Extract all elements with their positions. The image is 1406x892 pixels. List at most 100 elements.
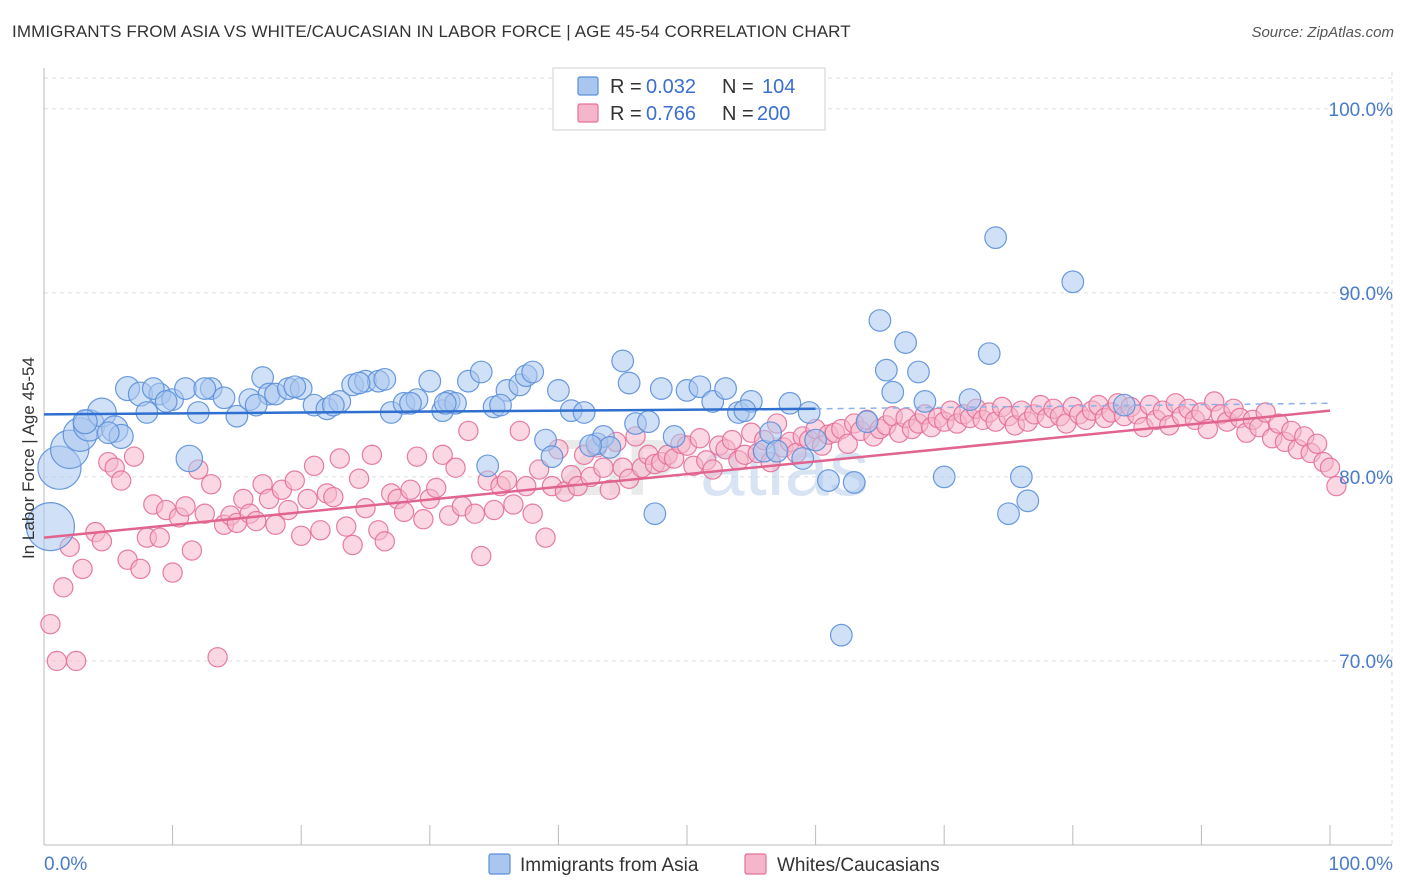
x-tick-labels: 0.0% 100.0%: [44, 854, 1393, 875]
data-point-white: [483, 499, 505, 521]
legend-swatch-asia: [577, 76, 599, 96]
data-point-white: [149, 527, 170, 548]
data-point-asia: [791, 447, 815, 470]
data-point-white: [445, 457, 466, 478]
data-point-white: [432, 444, 453, 466]
data-point-white: [194, 503, 215, 524]
series-immigrants-from-asia: [25, 226, 1136, 647]
data-point-white: [336, 516, 357, 537]
data-point-white: [278, 499, 299, 521]
data-point-white: [689, 428, 711, 449]
data-point-asia: [25, 501, 76, 552]
data-point-asia: [96, 421, 120, 445]
data-point-asia: [765, 439, 789, 463]
data-point-white: [53, 577, 74, 598]
data-point-asia: [894, 331, 918, 354]
data-point-white: [323, 486, 344, 508]
data-point-asia: [984, 226, 1008, 250]
data-point-white: [207, 647, 228, 668]
data-point-white: [496, 470, 518, 491]
y-tick-labels: 100.0% 90.0% 80.0% 70.0%: [1329, 100, 1394, 673]
legend-swatch-white: [577, 103, 599, 123]
data-point-white: [361, 444, 383, 466]
data-point-asia: [643, 502, 667, 526]
legend-n-label: N =: [722, 103, 754, 125]
data-point-asia: [212, 386, 236, 410]
data-point-asia: [1016, 489, 1040, 513]
data-point-asia: [842, 471, 866, 494]
data-point-asia: [804, 428, 827, 452]
data-point-asia: [932, 465, 956, 489]
data-point-white: [535, 527, 556, 548]
data-point-asia: [154, 390, 178, 413]
data-point-white: [46, 650, 68, 672]
data-point-white: [342, 534, 363, 556]
data-point-asia: [958, 388, 982, 412]
data-point-asia: [874, 358, 898, 382]
data-point-asia: [572, 401, 596, 424]
chart-title: IMMIGRANTS FROM ASIA VS WHITE/CAUCASIAN …: [12, 22, 851, 41]
data-point-asia: [244, 393, 268, 417]
data-point-asia: [175, 444, 204, 473]
legend-n-value-asia: 104: [762, 76, 795, 98]
y-tick-label: 90.0%: [1339, 284, 1393, 305]
legend-n-label: N =: [722, 76, 754, 98]
data-point-asia: [418, 369, 442, 393]
data-point-asia: [637, 410, 660, 434]
data-point-white: [413, 509, 434, 530]
data-point-asia: [617, 371, 641, 395]
trend-lines: [43, 402, 1331, 539]
data-point-asia: [521, 360, 545, 384]
x-tick-label-max: 100.0%: [1329, 854, 1394, 875]
trend-line-white: [43, 409, 1331, 539]
data-point-asia: [817, 469, 840, 492]
bottom-legend-label-white: Whites/Caucasians: [777, 855, 940, 876]
data-point-white: [464, 503, 486, 524]
data-point-asia: [688, 375, 712, 399]
data-point-asia: [1009, 465, 1033, 489]
data-point-white: [65, 650, 87, 672]
data-point-asia: [977, 342, 1001, 365]
data-point-asia: [469, 360, 493, 384]
data-point-white: [503, 494, 524, 515]
data-point-white: [355, 497, 376, 519]
data-point-white: [837, 433, 858, 454]
data-point-asia: [881, 380, 905, 404]
data-point-asia: [193, 377, 217, 400]
data-point-white: [471, 545, 492, 567]
legend-r-value-white: 0.766: [646, 103, 696, 125]
data-point-asia: [579, 434, 602, 458]
data-point-white: [1306, 433, 1328, 454]
data-point-asia: [1061, 270, 1085, 294]
data-point-white: [72, 558, 93, 580]
data-point-white: [245, 510, 267, 532]
y-tick-label: 70.0%: [1339, 652, 1393, 673]
data-point-white: [516, 475, 537, 497]
legend-box: R = 0.032 N = 104 R = 0.766 N = 200: [552, 67, 826, 131]
legend-r-value-asia: 0.032: [646, 76, 696, 98]
data-point-white: [702, 459, 723, 480]
y-axis-title: In Labor Force | Age 45-54: [19, 357, 38, 559]
legend-n-value-white: 200: [757, 103, 790, 125]
data-point-white: [593, 457, 614, 478]
data-point-asia: [399, 391, 422, 415]
data-point-asia: [72, 409, 98, 435]
data-point-white: [1326, 475, 1347, 497]
data-point-white: [91, 531, 113, 552]
data-point-white: [348, 468, 370, 489]
data-point-asia: [649, 377, 673, 400]
data-point-white: [310, 520, 331, 541]
data-point-white: [426, 477, 447, 499]
chart-source: Source: ZipAtlas.com: [1251, 24, 1394, 41]
data-point-asia: [611, 349, 635, 373]
bottom-legend-swatch-white: [744, 853, 767, 875]
data-point-asia: [321, 393, 345, 417]
data-point-asia: [913, 390, 937, 413]
data-point-white: [406, 446, 428, 467]
y-tick-label: 100.0%: [1329, 100, 1394, 121]
data-point-white: [110, 470, 132, 491]
data-point-white: [284, 470, 305, 491]
data-point-asia: [997, 502, 1020, 526]
data-point-asia: [373, 367, 397, 391]
